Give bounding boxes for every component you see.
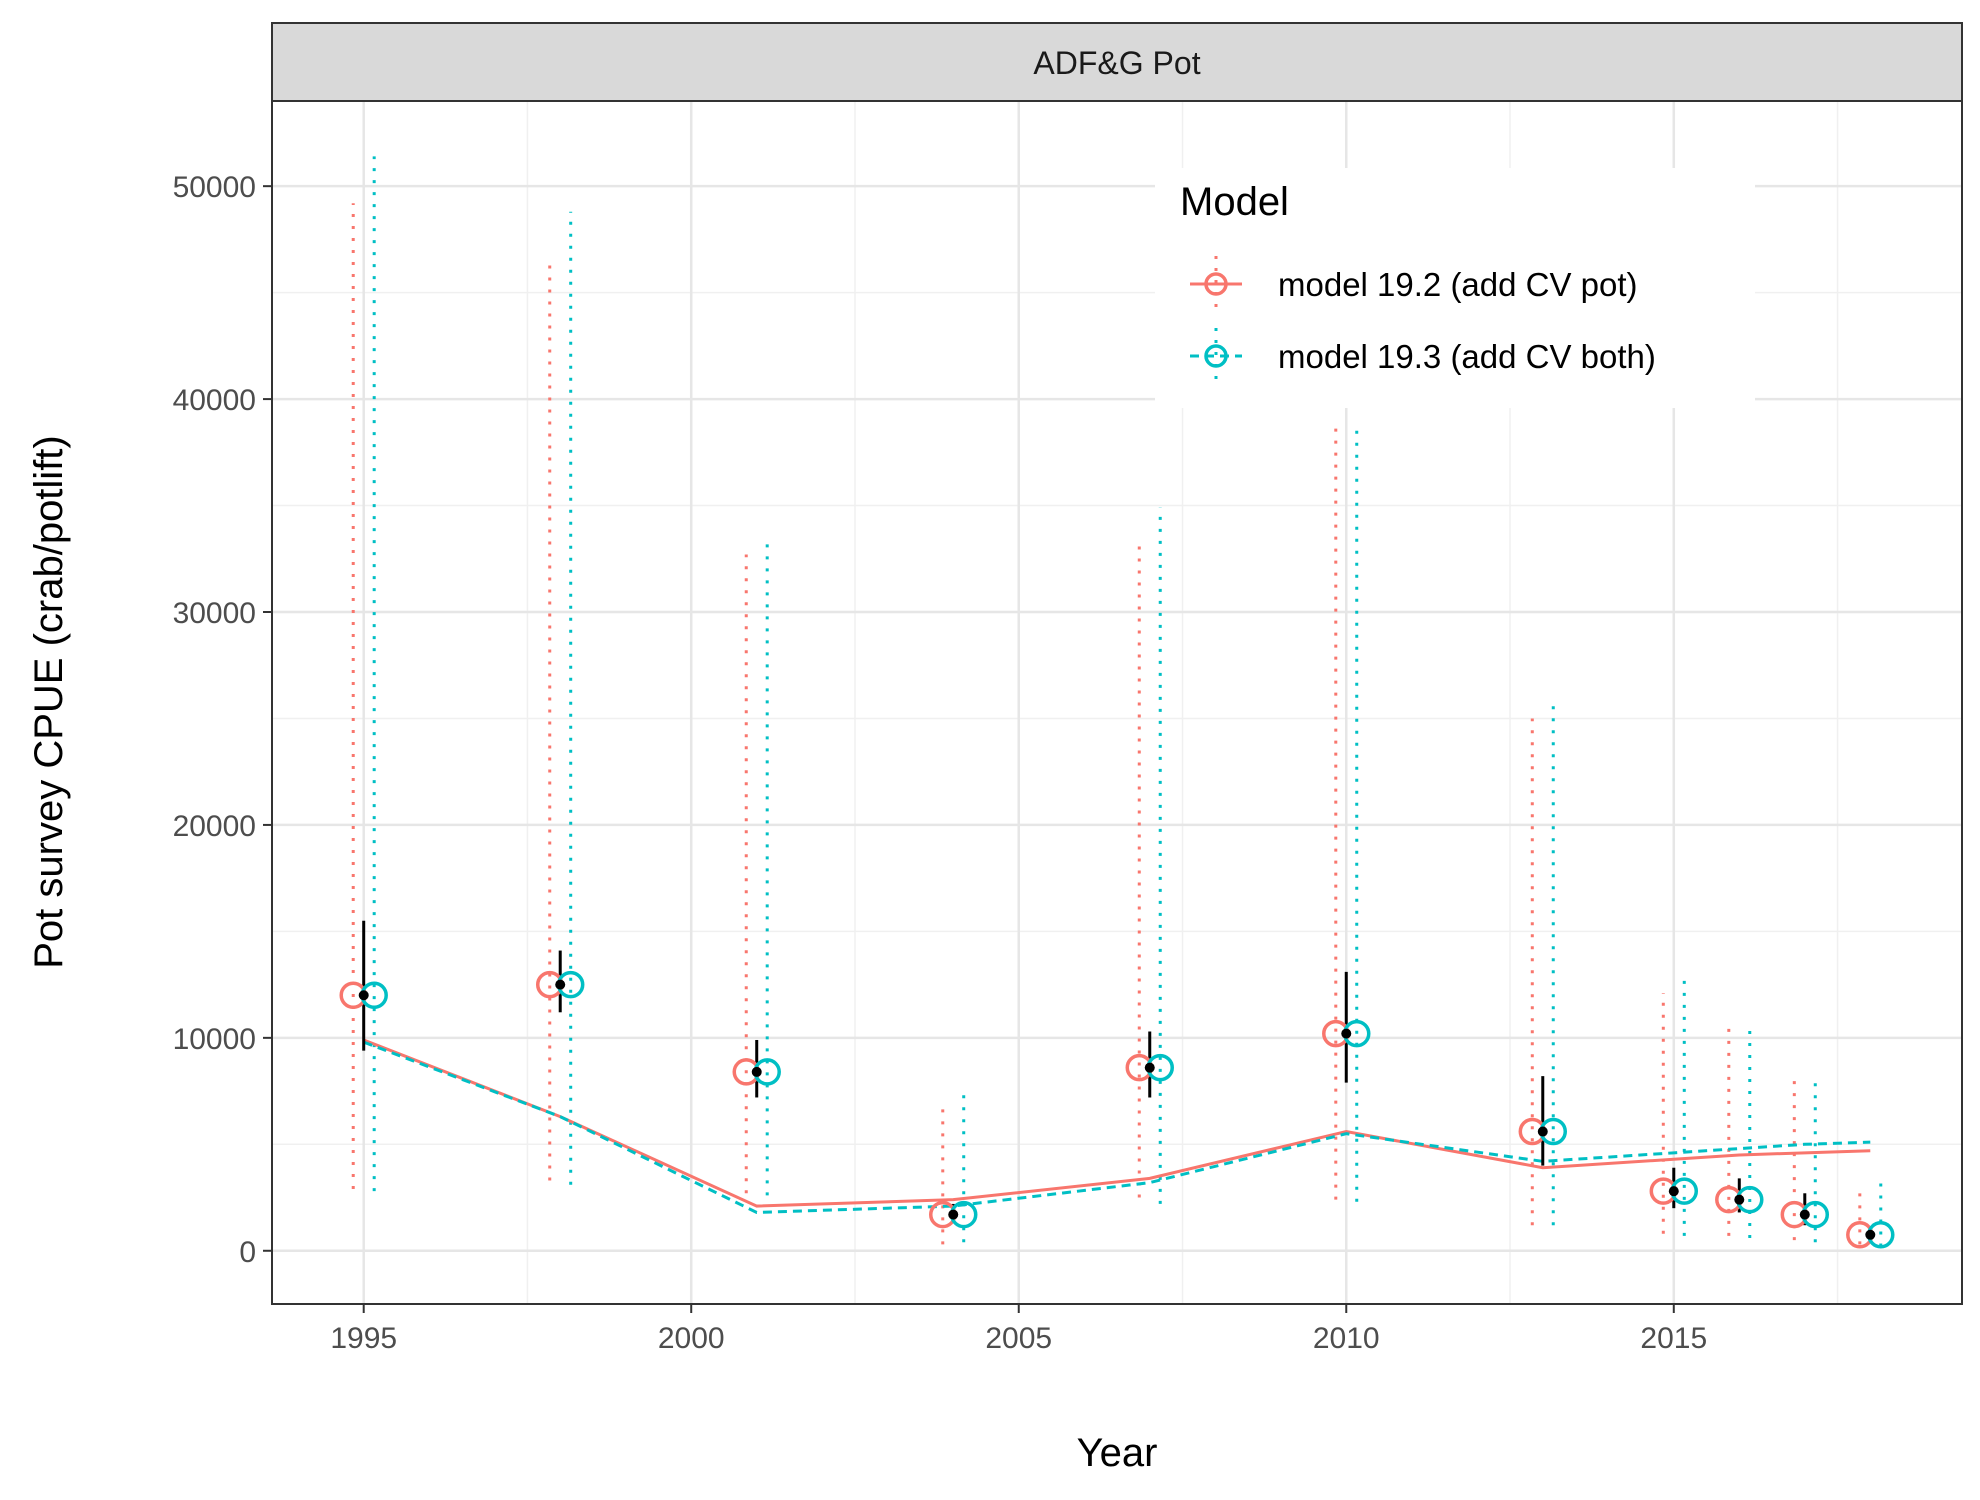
observed-point — [1668, 1186, 1679, 1197]
x-tick-label: 2005 — [985, 1322, 1052, 1355]
x-tick-label: 2010 — [1313, 1322, 1380, 1355]
y-tick-label: 50000 — [173, 171, 256, 204]
y-tick-label: 10000 — [173, 1023, 256, 1056]
legend: Model model 19.2 (add CV pot) model 19.3… — [1155, 168, 1755, 408]
observed-point — [1144, 1062, 1155, 1073]
x-axis-title: Year — [1077, 1431, 1158, 1475]
y-tick-label: 0 — [239, 1236, 256, 1269]
y-axis-title: Pot survey CPUE (crab/potlift) — [27, 435, 71, 969]
observed-point — [1799, 1209, 1810, 1220]
x-tick-label: 1995 — [330, 1322, 397, 1355]
legend-label-model-19-3: model 19.3 (add CV both) — [1278, 338, 1656, 375]
model-prediction-lines — [363, 1038, 1871, 1214]
panel-title: ADF&G Pot — [1033, 45, 1200, 81]
x-tick-label: 2000 — [658, 1322, 725, 1355]
legend-key-model-19-3 — [1190, 328, 1242, 384]
legend-point-model-19-2 — [1204, 272, 1228, 296]
observed-point — [1537, 1126, 1548, 1137]
observed-point — [555, 979, 566, 990]
legend-label-model-19-2: model 19.2 (add CV pot) — [1278, 266, 1638, 303]
prediction-line — [363, 1038, 1871, 1208]
observed-point — [1734, 1194, 1745, 1205]
legend-point-model-19-3 — [1204, 344, 1228, 368]
y-axis: 0 10000 20000 30000 40000 50000 — [173, 171, 272, 1269]
prediction-line — [363, 1040, 1871, 1214]
observed-point — [358, 990, 369, 1001]
x-tick-label: 2015 — [1640, 1322, 1707, 1355]
legend-background — [1155, 168, 1755, 408]
legend-key-model-19-2 — [1190, 256, 1242, 312]
observed-point — [1341, 1028, 1352, 1039]
model-confidence-intervals — [351, 156, 1883, 1247]
panel-border — [271, 100, 1963, 1305]
legend-title: Model — [1180, 180, 1289, 224]
observed-point — [751, 1066, 762, 1077]
y-tick-label: 40000 — [173, 384, 256, 417]
y-tick-label: 30000 — [173, 597, 256, 630]
observed-point — [1865, 1229, 1876, 1240]
x-axis: 1995 2000 2005 2010 2015 — [330, 1304, 1707, 1355]
panel-strip — [271, 22, 1963, 102]
y-tick-label: 20000 — [173, 810, 256, 843]
observed-point — [948, 1209, 959, 1220]
observed-points — [339, 970, 1895, 1249]
